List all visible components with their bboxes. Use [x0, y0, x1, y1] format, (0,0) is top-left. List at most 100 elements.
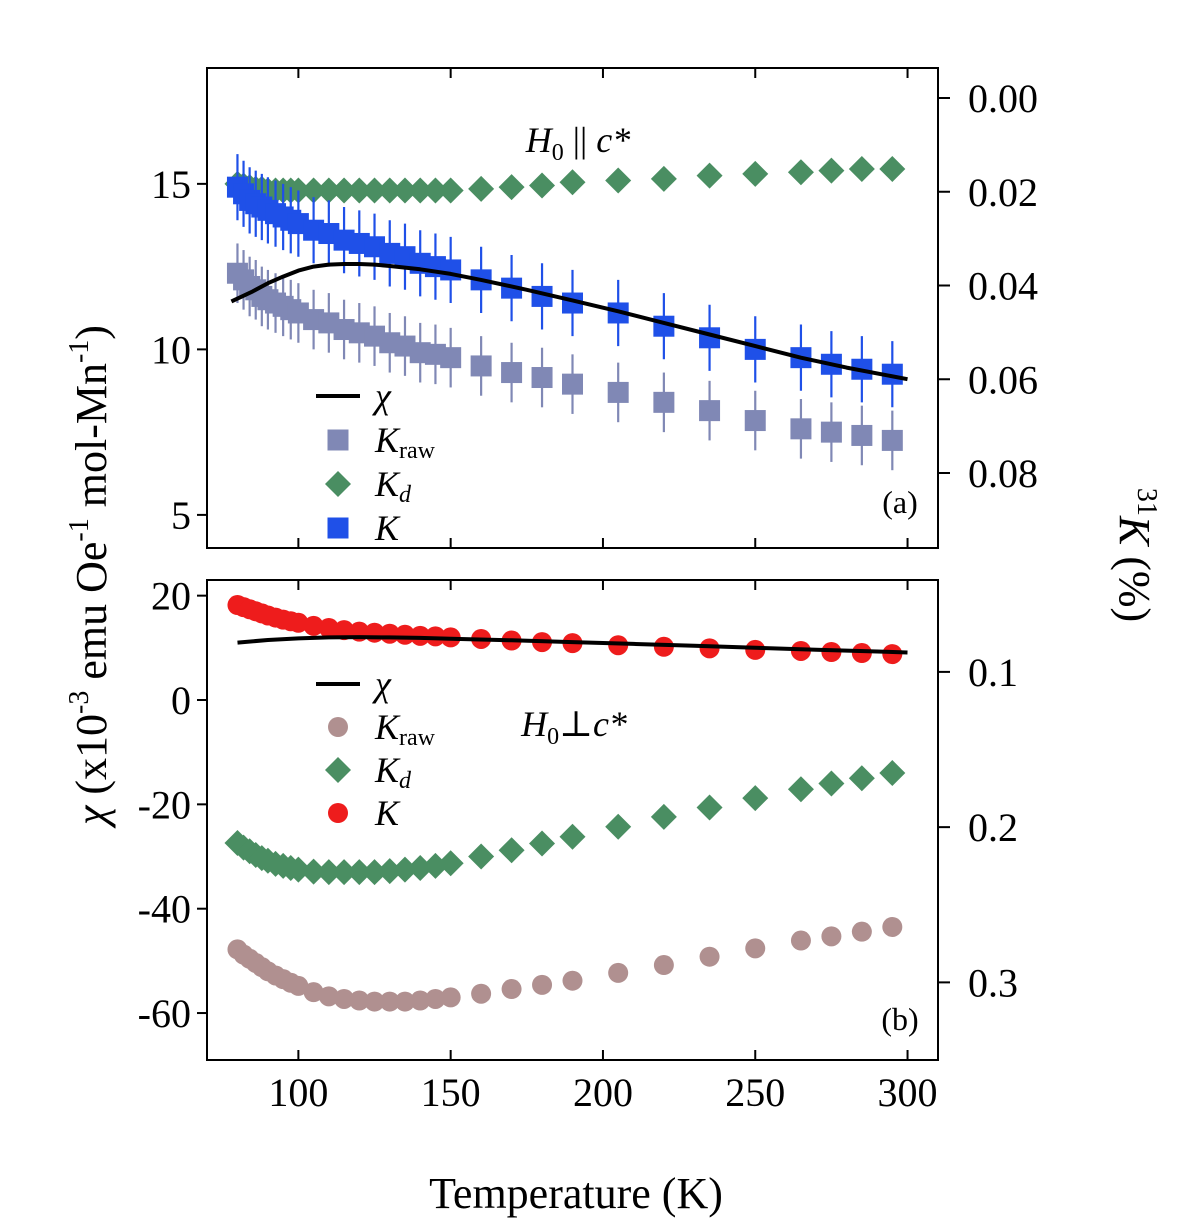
- data-point-kd: [498, 837, 525, 864]
- data-point-kraw: [699, 946, 720, 967]
- legend-marker-kd: [325, 471, 351, 497]
- data-point-kraw: [821, 926, 842, 947]
- data-point-kraw: [364, 991, 385, 1012]
- data-point-kd: [529, 172, 556, 199]
- plot-frame: [206, 67, 939, 549]
- legend-label-kd: Kd: [374, 750, 412, 794]
- data-point-k: [882, 644, 903, 665]
- data-point-kraw: [851, 921, 872, 942]
- y-tick-label-left: 15: [151, 162, 191, 207]
- series-kraw: [227, 916, 903, 1012]
- data-point-kraw: [470, 355, 492, 377]
- y-tick-label-right: 0.02: [968, 170, 1038, 215]
- x-tick-label: 200: [573, 1070, 633, 1115]
- y-tick-label-left: 10: [151, 327, 191, 372]
- legend-marker-kd: [325, 757, 351, 783]
- plot-frame: [206, 579, 939, 1061]
- data-point-kraw: [440, 347, 462, 369]
- data-point-kraw: [653, 955, 674, 976]
- chi-line: [237, 635, 908, 655]
- data-point-kraw: [303, 982, 324, 1003]
- data-point-k: [745, 639, 766, 660]
- data-point-kd: [742, 160, 769, 187]
- data-point-kraw: [394, 991, 415, 1012]
- legend-label-chi: χ: [372, 664, 392, 704]
- y-tick-label-right: 0.00: [968, 76, 1038, 121]
- data-point-kd: [300, 177, 327, 204]
- data-point-kd: [407, 855, 434, 881]
- y-tick-label-left: -60: [138, 991, 191, 1036]
- data-point-kd: [468, 843, 495, 870]
- data-point-k: [334, 620, 355, 641]
- legend-marker-k: [327, 517, 349, 539]
- data-point-kraw: [318, 986, 339, 1007]
- data-point-k: [410, 625, 431, 646]
- y-tick-label-left: 20: [151, 574, 191, 619]
- y-tick-label-right: 0.06: [968, 357, 1038, 402]
- y-tick-label-right: 0.3: [968, 960, 1018, 1005]
- series-k: [227, 595, 903, 665]
- y-tick-label-right: 0.2: [968, 805, 1018, 850]
- data-point-k: [318, 618, 339, 638]
- data-point-kd: [376, 858, 403, 885]
- data-point-kraw: [531, 367, 553, 389]
- data-point-kraw: [562, 373, 583, 395]
- data-point-kraw: [562, 970, 583, 991]
- x-tick-label: 100: [268, 1070, 328, 1115]
- data-point-kd: [787, 776, 814, 803]
- data-point-kd: [498, 174, 525, 201]
- data-point-kd: [818, 157, 845, 184]
- data-point-kd: [437, 177, 464, 204]
- data-point-kd: [300, 858, 327, 885]
- legend-label-kraw: Kraw: [374, 420, 436, 464]
- data-point-kraw: [349, 990, 370, 1011]
- data-point-kd: [879, 760, 906, 787]
- legend-marker-kraw: [327, 429, 349, 451]
- y-axis-label-right: 31K (%): [1110, 488, 1162, 622]
- x-tick-label: 150: [421, 1070, 481, 1115]
- data-point-kd: [391, 177, 418, 204]
- data-point-k: [394, 624, 415, 645]
- x-axis-label: Temperature (K): [429, 1169, 723, 1218]
- legend-label-k: K: [374, 508, 401, 548]
- data-point-kraw: [501, 362, 523, 384]
- data-point-kd: [559, 823, 586, 850]
- data-point-kraw: [440, 987, 461, 1008]
- data-point-kd: [848, 765, 875, 792]
- data-point-kraw: [745, 938, 766, 959]
- y-tick-label-right: 0.08: [968, 451, 1038, 496]
- data-point-kraw: [608, 962, 629, 983]
- data-point-kraw: [881, 429, 903, 451]
- data-point-kraw: [501, 979, 522, 1000]
- panel-label: (a): [882, 484, 918, 520]
- data-point-kd: [650, 803, 677, 830]
- panel-b: 100 150 200 250 300 -60 -40 -20 0 20 0.1 0.2 0.3 χKra…: [138, 574, 1018, 1115]
- data-point-kraw: [744, 410, 766, 432]
- x-tick-label: 300: [878, 1070, 938, 1115]
- data-point-kraw: [699, 400, 721, 422]
- data-point-kd: [376, 177, 403, 204]
- data-point-kd: [696, 794, 723, 821]
- y-axis-label-left: χ (x10-3 emu Oe-1 mol-Mn-1): [64, 325, 116, 829]
- data-point-kd: [742, 785, 769, 812]
- data-point-kraw: [410, 990, 431, 1011]
- data-point-kraw: [851, 424, 873, 446]
- x-tick-label: 250: [725, 1070, 785, 1115]
- series-kd: [224, 155, 906, 204]
- data-point-kd: [605, 813, 632, 840]
- data-point-kd: [346, 177, 373, 204]
- series-kraw: [226, 243, 903, 471]
- data-point-kraw: [790, 930, 811, 951]
- data-point-kraw: [334, 988, 355, 1009]
- data-point-kraw: [607, 381, 629, 403]
- panel-label: (b): [881, 1001, 918, 1037]
- data-point-k: [303, 615, 324, 636]
- y-tick-label-left: -20: [138, 782, 191, 827]
- y-tick-label-left: 5: [171, 493, 191, 538]
- data-point-kd: [391, 856, 418, 883]
- chi-line: [230, 262, 908, 382]
- data-point-kd: [361, 177, 388, 204]
